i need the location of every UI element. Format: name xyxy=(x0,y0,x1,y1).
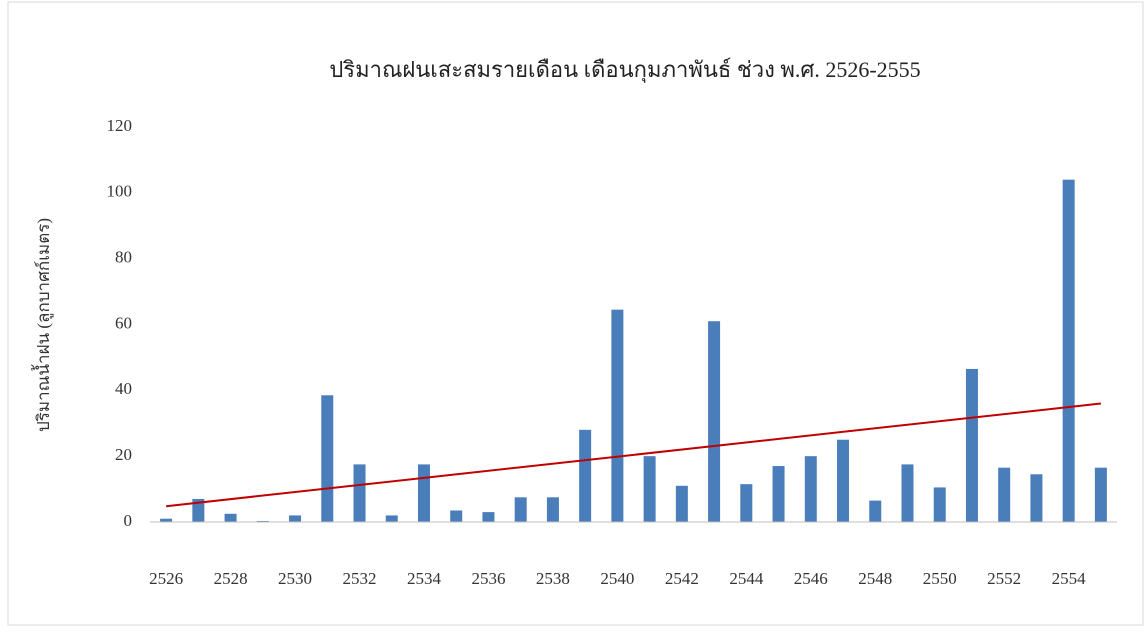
bar xyxy=(192,498,205,522)
y-tick-label: 0 xyxy=(124,511,133,530)
bar xyxy=(385,515,398,522)
bar xyxy=(869,500,882,522)
bar xyxy=(804,456,817,522)
x-tick-label: 2532 xyxy=(343,569,377,588)
bar xyxy=(837,439,850,522)
y-tick-label: 100 xyxy=(107,182,133,201)
bar xyxy=(1094,467,1107,522)
bar xyxy=(546,497,559,522)
bar xyxy=(514,497,527,522)
bar xyxy=(450,510,463,522)
bar xyxy=(321,395,334,522)
bar xyxy=(933,487,946,522)
x-tick-label: 2548 xyxy=(858,569,892,588)
bar xyxy=(1062,179,1075,522)
x-tick-label: 2544 xyxy=(729,569,764,588)
y-tick-label: 60 xyxy=(115,313,132,332)
y-tick-label: 120 xyxy=(107,116,133,135)
x-tick-label: 2552 xyxy=(987,569,1021,588)
bar xyxy=(708,321,721,522)
bar xyxy=(740,484,753,522)
bar xyxy=(353,464,366,522)
x-tick-label: 2538 xyxy=(536,569,570,588)
x-tick-label: 2530 xyxy=(278,569,312,588)
bar xyxy=(901,464,914,522)
x-tick-label: 2554 xyxy=(1052,569,1087,588)
chart-border xyxy=(7,1,1144,626)
y-tick-label: 40 xyxy=(115,379,132,398)
y-axis-label: ปริมาณน้ำฝน (ลูกบาศก์เมตร) xyxy=(31,218,54,432)
x-tick-label: 2534 xyxy=(407,569,442,588)
y-tick-label: 20 xyxy=(115,445,132,464)
bar xyxy=(1030,474,1043,522)
bar xyxy=(965,368,978,522)
x-tick-label: 2542 xyxy=(665,569,699,588)
trend-line xyxy=(166,402,1101,508)
bar xyxy=(160,518,173,522)
bar xyxy=(289,515,302,522)
x-tick-label: 2536 xyxy=(471,569,505,588)
x-tick-label: 2550 xyxy=(923,569,957,588)
bar xyxy=(675,485,688,522)
x-tick-label: 2528 xyxy=(214,569,248,588)
bar xyxy=(417,464,430,522)
bar xyxy=(772,466,785,522)
y-tick-label: 80 xyxy=(115,248,132,267)
bar xyxy=(998,467,1011,522)
x-tick-label: 2526 xyxy=(149,569,183,588)
x-tick-label: 2540 xyxy=(600,569,634,588)
chart-title: ปริมาณฝนเสะสมรายเดือน เดือนกุมภาพันธ์ ช่… xyxy=(329,57,920,83)
bar xyxy=(482,512,495,522)
bar xyxy=(643,456,656,522)
bar xyxy=(224,513,237,522)
bar xyxy=(611,309,624,522)
bar xyxy=(579,429,592,522)
x-tick-label: 2546 xyxy=(794,569,828,588)
